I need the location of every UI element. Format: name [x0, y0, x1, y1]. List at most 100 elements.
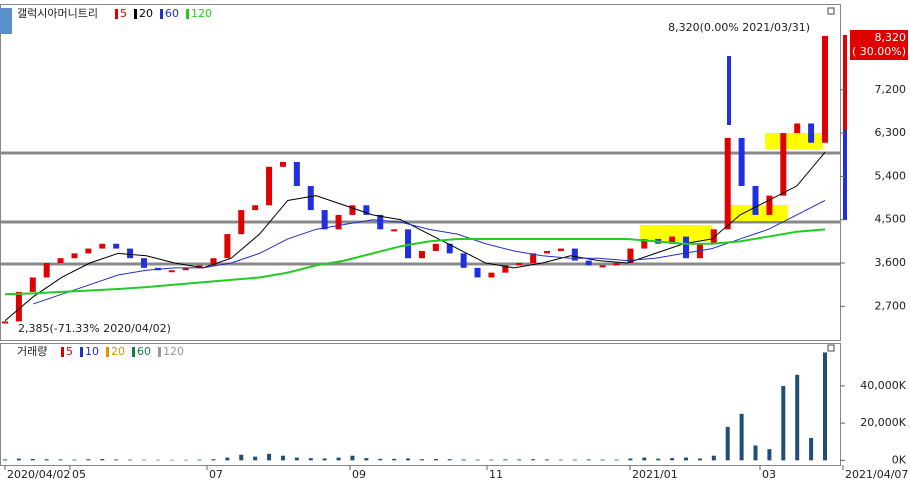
candle	[391, 229, 398, 232]
candle	[530, 253, 537, 264]
candle	[794, 123, 801, 134]
legend-swatch	[186, 9, 189, 19]
candle	[405, 229, 412, 259]
x-tick-label: 2020/04/02	[7, 468, 70, 481]
volume-bar	[239, 454, 244, 461]
x-tick-label: 11	[489, 468, 503, 481]
x-tick-label: 05	[72, 468, 86, 481]
volume-bar	[169, 459, 174, 461]
candle	[669, 236, 676, 244]
volume-bar	[767, 449, 772, 461]
candle	[516, 263, 523, 266]
candle	[15, 291, 22, 322]
candle	[683, 236, 690, 259]
highlight-zone	[765, 133, 823, 149]
volume-bar	[211, 459, 216, 461]
legend-label: 60	[137, 345, 151, 358]
candle	[307, 186, 314, 211]
x-tick-label: 2021/01	[632, 468, 678, 481]
volume-bar	[419, 459, 424, 461]
volume-bar	[572, 459, 577, 461]
legend-swatch	[132, 347, 135, 357]
volume-bar	[44, 459, 49, 461]
volume-bar	[600, 459, 605, 461]
candle	[71, 253, 78, 259]
candle	[321, 210, 328, 230]
volume-bar	[294, 457, 299, 461]
y-tick-label: 40,000K	[860, 379, 906, 392]
candle	[418, 250, 425, 259]
y-tick-label: 0K	[892, 453, 907, 466]
legend-label: 120	[191, 7, 212, 20]
panel-button[interactable]	[827, 7, 835, 15]
volume-bar	[642, 457, 647, 461]
candle	[210, 258, 217, 266]
volume-bar	[225, 457, 230, 461]
y-tick-label: 3,600	[875, 256, 907, 269]
price-title: 갤럭시아머니트리	[17, 7, 98, 20]
candle	[182, 267, 189, 271]
legend-swatch	[115, 9, 118, 19]
x-tick-label: 09	[352, 468, 366, 481]
legend-swatch	[80, 347, 83, 357]
legend-label: 20	[111, 345, 125, 358]
side-icon	[0, 8, 12, 34]
volume-bar	[253, 456, 258, 461]
candle	[474, 267, 481, 278]
high-annotation: 8,320(0.00% 2021/03/31)	[668, 21, 810, 34]
volume-bar	[267, 453, 272, 461]
last-price-box	[850, 30, 908, 60]
legend-swatch	[61, 347, 64, 357]
candle	[599, 265, 606, 268]
candle	[266, 166, 273, 206]
volume-bar	[628, 458, 633, 461]
volume-bar	[781, 385, 786, 461]
volume-bar	[128, 459, 133, 461]
candle	[432, 243, 439, 251]
volume-bar	[350, 455, 355, 461]
candle	[780, 133, 787, 196]
volume-bar	[614, 459, 619, 461]
volume-bar	[114, 459, 119, 461]
volume-bar	[517, 459, 522, 461]
volume-bar	[475, 459, 480, 461]
legend-swatch	[158, 347, 161, 357]
volume-bar	[489, 459, 494, 461]
volume-bar	[753, 445, 758, 461]
legend-swatch	[160, 9, 163, 19]
candle	[738, 137, 745, 187]
y-tick-label: 2,700	[875, 299, 907, 312]
panel-button[interactable]	[827, 344, 835, 352]
volume-bar	[503, 459, 508, 461]
x-tick-label: 2021/04/07	[845, 468, 908, 481]
volume-bar	[308, 458, 313, 461]
candle	[113, 243, 120, 249]
volume-bar	[3, 459, 7, 461]
y-tick-label: 5,400	[875, 169, 907, 182]
candle	[502, 265, 509, 273]
candle	[29, 277, 36, 292]
volume-bar	[809, 438, 814, 461]
candle	[557, 248, 564, 251]
candle	[43, 263, 50, 278]
volume-bar	[656, 458, 661, 461]
x-tick-label: 07	[209, 468, 223, 481]
candle	[363, 205, 370, 215]
candle	[377, 214, 384, 230]
volume-bar	[141, 459, 146, 461]
candle	[349, 205, 356, 215]
volume-bar	[823, 352, 827, 461]
volume-bar	[795, 374, 800, 461]
volume-bar	[378, 458, 383, 461]
volume-panel	[0, 343, 841, 466]
candle	[488, 272, 495, 278]
legend-swatch	[134, 9, 137, 19]
candle	[766, 195, 773, 215]
candle	[196, 265, 203, 268]
volume-bar	[392, 458, 397, 461]
candle	[822, 35, 828, 143]
range-bar	[843, 130, 847, 220]
volume-bar	[461, 459, 466, 461]
volume-bar	[58, 459, 63, 461]
